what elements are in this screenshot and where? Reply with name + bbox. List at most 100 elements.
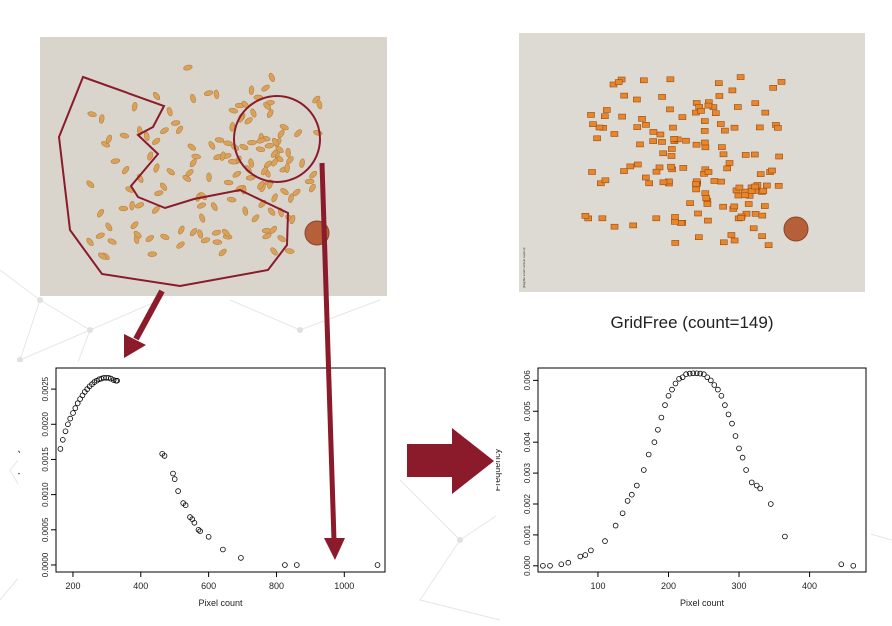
detected-seed-box [703, 201, 712, 207]
detected-seed-box [640, 77, 648, 84]
data-point [70, 410, 76, 416]
data-point [74, 400, 81, 406]
data-point [171, 476, 178, 482]
seed [178, 225, 185, 235]
detected-seed-box [620, 168, 628, 174]
seed [238, 113, 244, 123]
seed [251, 214, 260, 223]
data-point [195, 527, 202, 533]
seed [176, 125, 183, 135]
frequency-plot-left: 200 400 600 800 1000 0.0000 0.0005 0.0010 0.0015… [18, 362, 390, 617]
detected-seed-box [595, 124, 604, 131]
detected-seed-box [659, 150, 667, 157]
data-point [191, 520, 198, 526]
seed [121, 166, 130, 175]
data-point [665, 392, 672, 399]
detected-seed-box [620, 92, 628, 99]
seed [152, 91, 161, 101]
data-point [729, 420, 735, 427]
seed [153, 163, 160, 173]
data-point [629, 491, 635, 498]
detected-seed-box [589, 121, 597, 127]
seed [160, 127, 169, 135]
detected-seed-box [642, 122, 650, 128]
detected-seed-box [692, 141, 701, 148]
detected-seed-box [601, 113, 609, 119]
gridfree-caption: GridFree (count=149) [610, 313, 774, 332]
seed [160, 233, 170, 240]
y-tick-label: 0.003 [523, 463, 532, 484]
seed [137, 126, 143, 136]
seed [244, 117, 253, 125]
detected-seed-box [634, 161, 642, 168]
data-point [62, 428, 69, 435]
detected-seed-box [679, 165, 688, 171]
data-point [672, 380, 679, 387]
detected-seed-box [581, 213, 590, 219]
seed [288, 193, 294, 203]
seed [219, 151, 226, 161]
data-point [655, 427, 661, 433]
data-point [686, 370, 693, 377]
data-point [743, 467, 749, 473]
detected-seed-box [728, 87, 737, 94]
seed [261, 84, 270, 92]
seed [228, 107, 238, 114]
detected-seed-box [671, 214, 679, 220]
y-tick-label: 0.0000 [41, 552, 50, 577]
detected-seed-box [695, 234, 703, 240]
data-point [293, 562, 300, 568]
seed [196, 202, 207, 209]
detected-seed-box [751, 183, 759, 190]
data-point [715, 386, 721, 393]
seed [280, 188, 289, 196]
seed [277, 129, 285, 139]
detected-seed-box [758, 233, 766, 239]
seed [211, 229, 222, 236]
seed [239, 144, 249, 151]
y-axis-label: Frequency [496, 448, 502, 491]
y-tick-label: 0.002 [523, 493, 532, 514]
detected-seed-box [777, 79, 786, 85]
data-point [624, 498, 631, 504]
seed [266, 109, 274, 118]
detected-seed-box [649, 138, 657, 144]
y-tick-label: 0.0005 [41, 517, 50, 542]
detected-seed-box [725, 160, 734, 166]
frequency-plot-right: 100 200 300 400 0.000 0.001 0.002 0.003 0.004 0.0… [496, 362, 871, 617]
seed [105, 134, 112, 144]
seed [316, 99, 323, 110]
detected-seed-box [744, 201, 753, 207]
seed [147, 151, 154, 161]
seed [218, 248, 227, 257]
detected-seed-box [751, 100, 760, 106]
seed [87, 111, 97, 117]
seed [86, 180, 95, 188]
data-point [669, 386, 675, 393]
y-tick-label: 0.0010 [41, 482, 50, 507]
detected-seed-box [715, 80, 723, 87]
detected-seed-box [697, 108, 705, 114]
y-tick-label: 0.005 [523, 401, 532, 422]
seed [130, 221, 139, 230]
detected-seed-box [730, 124, 739, 131]
x-axis-label: Pixel count [198, 598, 243, 608]
detected-seed-box [735, 184, 744, 191]
detected-seed-box [593, 135, 601, 142]
seed [135, 202, 145, 209]
data-point [641, 467, 647, 473]
data-point [662, 402, 668, 408]
detected-seed-box [618, 113, 626, 120]
seed [248, 85, 255, 96]
detected-seed-box [603, 107, 611, 113]
data-point [558, 561, 565, 568]
plot-box [537, 367, 867, 573]
seed [223, 140, 233, 147]
detected-seed-box [721, 127, 729, 134]
data-point [110, 377, 117, 383]
detected-seed-box [741, 152, 750, 158]
penny-coin [783, 216, 809, 242]
data-point [175, 488, 181, 494]
data-point [782, 533, 788, 540]
y-tick-label: 0.0020 [41, 411, 50, 436]
